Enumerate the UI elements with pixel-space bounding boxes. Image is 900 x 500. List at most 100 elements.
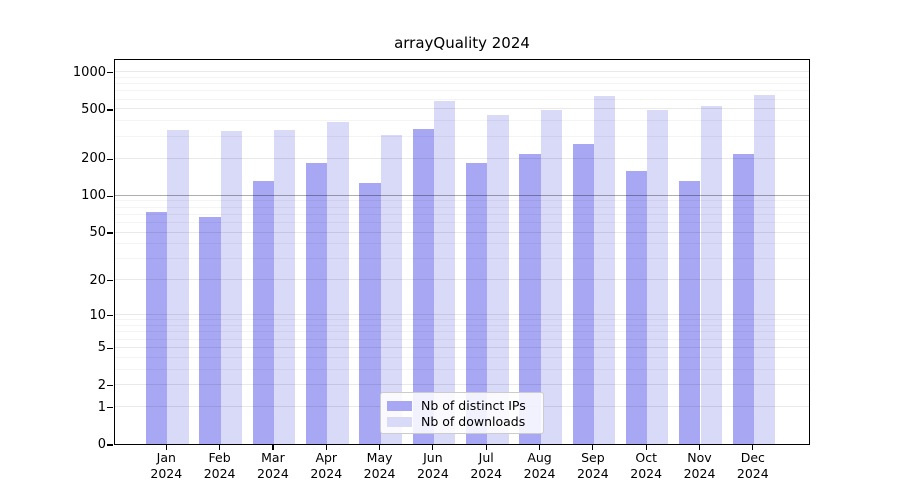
gridline-100: [115, 194, 809, 197]
x-tick-mark: [752, 445, 754, 450]
gridline-major: [115, 108, 809, 110]
y-tick-label: 200: [81, 151, 106, 167]
y-tick-mark: [107, 347, 113, 349]
bar-downloads-may: [380, 134, 402, 444]
gridline-major: [115, 384, 809, 386]
gridline-minor: [115, 356, 809, 358]
y-tick-label: 100: [81, 188, 106, 204]
gridline-minor: [115, 319, 809, 321]
x-tick-mark: [432, 445, 434, 450]
bar-distinct-ips-mar: [252, 181, 274, 444]
gridline-major: [115, 157, 809, 159]
bar-distinct-ips-dec: [732, 154, 754, 444]
y-tick-label: 5: [97, 340, 106, 356]
y-tick-label: 500: [81, 101, 106, 117]
gridline-minor: [115, 368, 809, 370]
bar-downloads-aug: [540, 110, 562, 444]
bar-downloads-apr: [327, 122, 349, 444]
y-tick-label: 50: [89, 225, 106, 241]
legend-item-distinct-ips: Nb of distinct IPs: [387, 398, 535, 413]
gridline-minor: [115, 200, 809, 202]
bar-distinct-ips-nov: [679, 181, 701, 444]
y-tick-label: 0: [97, 437, 106, 452]
gridline-minor: [115, 90, 809, 92]
y-tick-label: 1: [97, 399, 106, 415]
x-tick-mark: [485, 445, 487, 450]
gridline-major: [115, 231, 809, 233]
gridline-minor: [115, 76, 809, 78]
x-tick-mark: [325, 445, 327, 450]
bar-distinct-ips-feb: [199, 216, 221, 444]
y-tick-mark: [107, 158, 113, 160]
y-tick-mark: [107, 72, 113, 74]
x-tick-label-nov: Nov 2024: [683, 450, 716, 481]
bar-distinct-ips-apr: [305, 162, 328, 444]
x-tick-mark: [272, 445, 274, 450]
y-tick-label: 10: [89, 307, 106, 323]
gridline-minor: [115, 243, 809, 245]
x-tick-label-aug: Aug 2024: [523, 450, 556, 481]
gridline-minor: [115, 120, 809, 122]
x-tick-label-jul: Jul 2024: [470, 450, 503, 481]
y-tick-mark: [107, 444, 113, 446]
gridline-major: [115, 279, 809, 281]
x-tick-label-jun: Jun 2024: [416, 450, 449, 481]
gridline-minor: [115, 331, 809, 333]
legend-swatch-distinct-ips: [387, 400, 412, 411]
bar-downloads-feb: [220, 131, 242, 444]
x-tick-mark: [165, 445, 167, 450]
x-tick-label-feb: Feb 2024: [203, 450, 236, 481]
bar-distinct-ips-sep: [572, 144, 594, 444]
y-tick-label: 2: [97, 377, 106, 393]
bar-distinct-ips-oct: [625, 171, 648, 444]
bar-downloads-dec: [753, 94, 776, 444]
gridline-minor: [115, 258, 809, 260]
x-tick-label-oct: Oct 2024: [630, 450, 663, 481]
y-tick-label: 1000: [72, 64, 106, 80]
y-tick-mark: [107, 232, 113, 234]
gridline-minor: [115, 98, 809, 100]
chart-title: arrayQuality 2024: [394, 34, 530, 52]
bar-downloads-mar: [273, 130, 296, 444]
bar-distinct-ips-may: [359, 183, 381, 444]
gridline-minor: [115, 83, 809, 85]
x-tick-mark: [378, 445, 381, 450]
bar-distinct-ips-jul: [465, 162, 488, 444]
x-tick-mark: [698, 445, 701, 450]
gridline-major: [115, 71, 809, 73]
x-tick-label-may: May 2024: [363, 450, 396, 481]
gridline-minor: [115, 338, 809, 340]
x-tick-mark: [538, 445, 541, 450]
bar-downloads-jun: [433, 101, 456, 444]
gridline-major: [115, 314, 809, 316]
legend-label: Nb of downloads: [421, 414, 526, 429]
x-tick-label-mar: Mar 2024: [257, 450, 289, 481]
bar-distinct-ips-jun: [412, 129, 434, 444]
gridline-major: [115, 346, 809, 348]
gridline-minor: [115, 213, 809, 215]
y-tick-mark: [107, 280, 113, 282]
bar-downloads-oct: [647, 110, 669, 444]
y-tick-label: 20: [89, 272, 106, 288]
plot-area: [114, 59, 810, 445]
gridline-minor: [115, 135, 809, 137]
gridline-minor: [115, 221, 809, 223]
gridline-minor: [115, 206, 809, 208]
y-tick-mark: [107, 195, 113, 197]
x-tick-mark: [645, 445, 647, 450]
bar-downloads-jan: [167, 129, 189, 444]
x-tick-mark: [592, 445, 594, 450]
legend-item-downloads: Nb of downloads: [387, 414, 535, 429]
x-tick-label-sep: Sep 2024: [576, 450, 609, 481]
x-tick-label-jan: Jan 2024: [150, 450, 183, 481]
bar-distinct-ips-aug: [519, 154, 541, 444]
bar-distinct-ips-jan: [146, 212, 168, 444]
y-tick-mark: [107, 407, 113, 409]
y-tick-mark: [107, 315, 113, 317]
bar-downloads-sep: [593, 95, 616, 444]
gridline-minor: [115, 325, 809, 327]
x-tick-label-apr: Apr 2024: [310, 450, 343, 481]
legend-swatch-downloads: [387, 416, 412, 427]
bar-downloads-jul: [487, 114, 509, 444]
